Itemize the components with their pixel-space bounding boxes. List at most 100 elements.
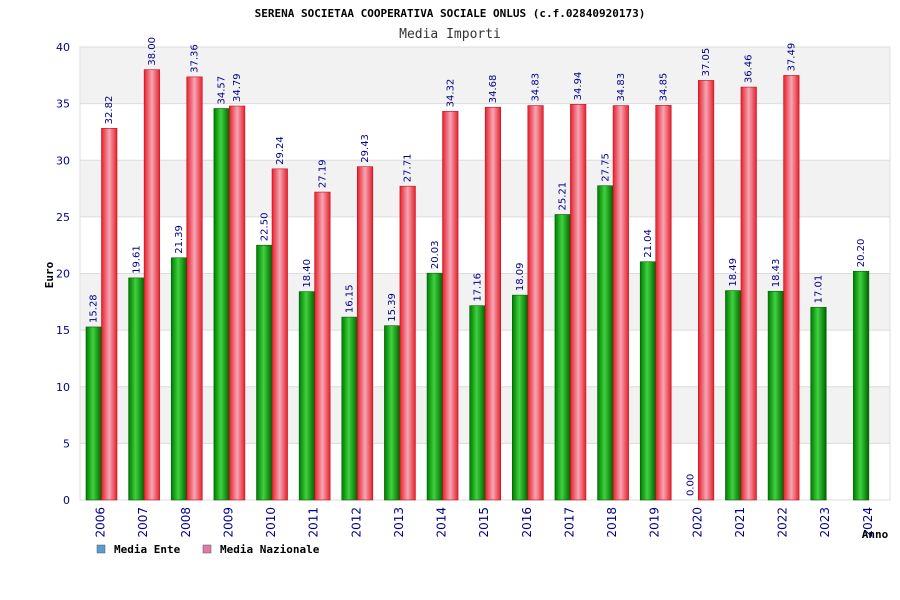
value-label-media-nazionale-2011: 27.19 [317, 159, 328, 188]
x-tick-label-2018: 2018 [605, 507, 619, 538]
y-tick-label: 5 [63, 437, 70, 450]
bar-media-ente-2013 [384, 325, 401, 501]
x-tick-label-2013: 2013 [392, 507, 406, 538]
y-tick-label: 30 [56, 154, 70, 167]
y-tick-label: 20 [56, 268, 70, 281]
value-label-media-ente-2011: 18.40 [302, 259, 313, 288]
value-label-media-nazionale-2015: 34.68 [488, 75, 499, 104]
value-label-media-nazionale-2010: 29.24 [275, 136, 286, 165]
bar-media-ente-2024 [853, 270, 870, 501]
y-tick-label: 10 [56, 381, 70, 394]
bar-media-ente-2015 [469, 305, 486, 501]
value-label-media-ente-2017: 25.21 [558, 182, 569, 211]
bar-media-nazionale-2015 [484, 106, 501, 501]
value-label-media-ente-2012: 16.15 [345, 284, 356, 313]
value-label-media-ente-2016: 18.09 [515, 262, 526, 291]
value-label-media-nazionale-2008: 37.36 [190, 44, 201, 73]
bar-media-ente-2011 [298, 291, 315, 501]
value-label-media-ente-2013: 15.39 [387, 293, 398, 322]
chart-title: SERENA SOCIETAA COOPERATIVA SOCIALE ONLU… [255, 7, 646, 20]
x-tick-label-2017: 2017 [562, 507, 576, 538]
bar-media-ente-2008 [170, 257, 188, 501]
bar-media-nazionale-2017 [570, 104, 587, 501]
bar-media-nazionale-2014 [442, 111, 459, 501]
value-label-media-ente-2020: 0.00 [686, 474, 697, 496]
value-label-media-ente-2023: 17.01 [813, 275, 824, 304]
x-tick-label-2015: 2015 [477, 507, 491, 538]
x-tick-label-2016: 2016 [520, 507, 534, 538]
bar-media-ente-2022 [767, 290, 784, 501]
value-label-media-ente-2019: 21.04 [643, 229, 654, 258]
legend-label-media-nazionale: Media Nazionale [220, 543, 320, 556]
x-tick-label-2014: 2014 [435, 507, 449, 538]
x-tick-label-2020: 2020 [690, 507, 704, 538]
value-label-media-ente-2006: 15.28 [89, 294, 100, 323]
value-label-media-ente-2024: 20.20 [856, 239, 867, 268]
bar-media-ente-2018 [597, 185, 614, 501]
value-label-media-ente-2007: 19.61 [131, 245, 142, 274]
value-label-media-nazionale-2006: 32.82 [104, 96, 115, 125]
bar-media-nazionale-2011 [314, 191, 331, 501]
bar-media-ente-2006 [85, 326, 102, 501]
bar-media-nazionale-2018 [612, 105, 629, 501]
value-label-media-ente-2008: 21.39 [174, 225, 185, 254]
y-tick-label: 35 [56, 98, 70, 111]
x-tick-label-2023: 2023 [818, 507, 832, 538]
value-label-media-ente-2022: 18.43 [771, 259, 782, 288]
bar-media-nazionale-2013 [399, 185, 416, 501]
bar-media-nazionale-2009 [229, 105, 246, 501]
bar-media-ente-2007 [128, 277, 145, 501]
bars [85, 69, 870, 501]
legend-label-media-ente: Media Ente [114, 543, 181, 556]
value-label-media-nazionale-2012: 29.43 [360, 134, 371, 163]
bar-media-ente-2014 [426, 272, 443, 501]
data-labels: 15.28 32.82 19.61 38.00 21.39 37.36 34.57 34.79… [89, 37, 867, 496]
x-tick-label-2010: 2010 [264, 507, 278, 538]
legend: Media Ente Media Nazionale [96, 543, 320, 556]
x-axis-ticks: 2006 2007 2008 2009 2010 2011 2012 2013 2014 2015… [94, 507, 875, 538]
value-label-media-nazionale-2017: 34.94 [573, 72, 584, 101]
bar-media-nazionale-2007 [143, 69, 160, 501]
value-label-media-ente-2015: 17.16 [472, 273, 483, 302]
bar-media-nazionale-2021 [740, 86, 757, 501]
x-tick-label-2011: 2011 [307, 507, 321, 538]
value-label-media-ente-2009: 34.57 [217, 76, 228, 105]
bar-media-ente-2012 [341, 316, 358, 501]
x-axis-label: Anno [862, 528, 889, 541]
bar-media-nazionale-2019 [655, 105, 672, 501]
chart-subtitle: Media Importi [399, 27, 501, 42]
value-label-media-nazionale-2021: 36.46 [744, 54, 755, 83]
y-axis-ticks: 0 5 10 15 20 25 30 35 40 [56, 41, 70, 507]
x-tick-label-2007: 2007 [136, 507, 150, 538]
value-label-media-ente-2010: 22.50 [259, 213, 270, 242]
y-tick-label: 25 [56, 211, 70, 224]
x-tick-label-2006: 2006 [94, 507, 108, 538]
value-label-media-ente-2014: 20.03 [430, 241, 441, 270]
y-tick-label: 15 [56, 324, 70, 337]
x-tick-label-2012: 2012 [349, 507, 363, 538]
legend-swatch-media-nazionale [202, 544, 212, 554]
bar-media-nazionale-2006 [101, 128, 118, 501]
bar-media-nazionale-2008 [186, 76, 203, 501]
value-label-media-ente-2018: 27.75 [600, 153, 611, 182]
x-tick-label-2022: 2022 [776, 507, 790, 538]
bar-media-nazionale-2012 [356, 166, 374, 501]
value-label-media-nazionale-2018: 34.83 [616, 73, 627, 102]
bar-media-nazionale-2022 [783, 75, 800, 501]
value-label-media-nazionale-2013: 27.71 [403, 154, 414, 183]
bar-media-ente-2019 [639, 261, 657, 501]
x-tick-label-2009: 2009 [221, 507, 235, 538]
x-tick-label-2024: 2024 [861, 507, 875, 538]
value-label-media-nazionale-2007: 38.00 [147, 37, 158, 66]
legend-swatch-media-ente [96, 544, 106, 554]
y-tick-label: 0 [63, 494, 70, 507]
bar-media-ente-2009 [213, 108, 230, 501]
value-label-media-nazionale-2014: 34.32 [445, 79, 456, 108]
value-label-media-ente-2021: 18.49 [728, 258, 739, 287]
bar-media-nazionale-2010 [271, 168, 288, 501]
x-tick-label-2019: 2019 [648, 507, 662, 538]
x-tick-label-2021: 2021 [733, 507, 747, 538]
x-tick-label-2008: 2008 [179, 507, 193, 538]
bar-media-ente-2016 [512, 294, 529, 501]
